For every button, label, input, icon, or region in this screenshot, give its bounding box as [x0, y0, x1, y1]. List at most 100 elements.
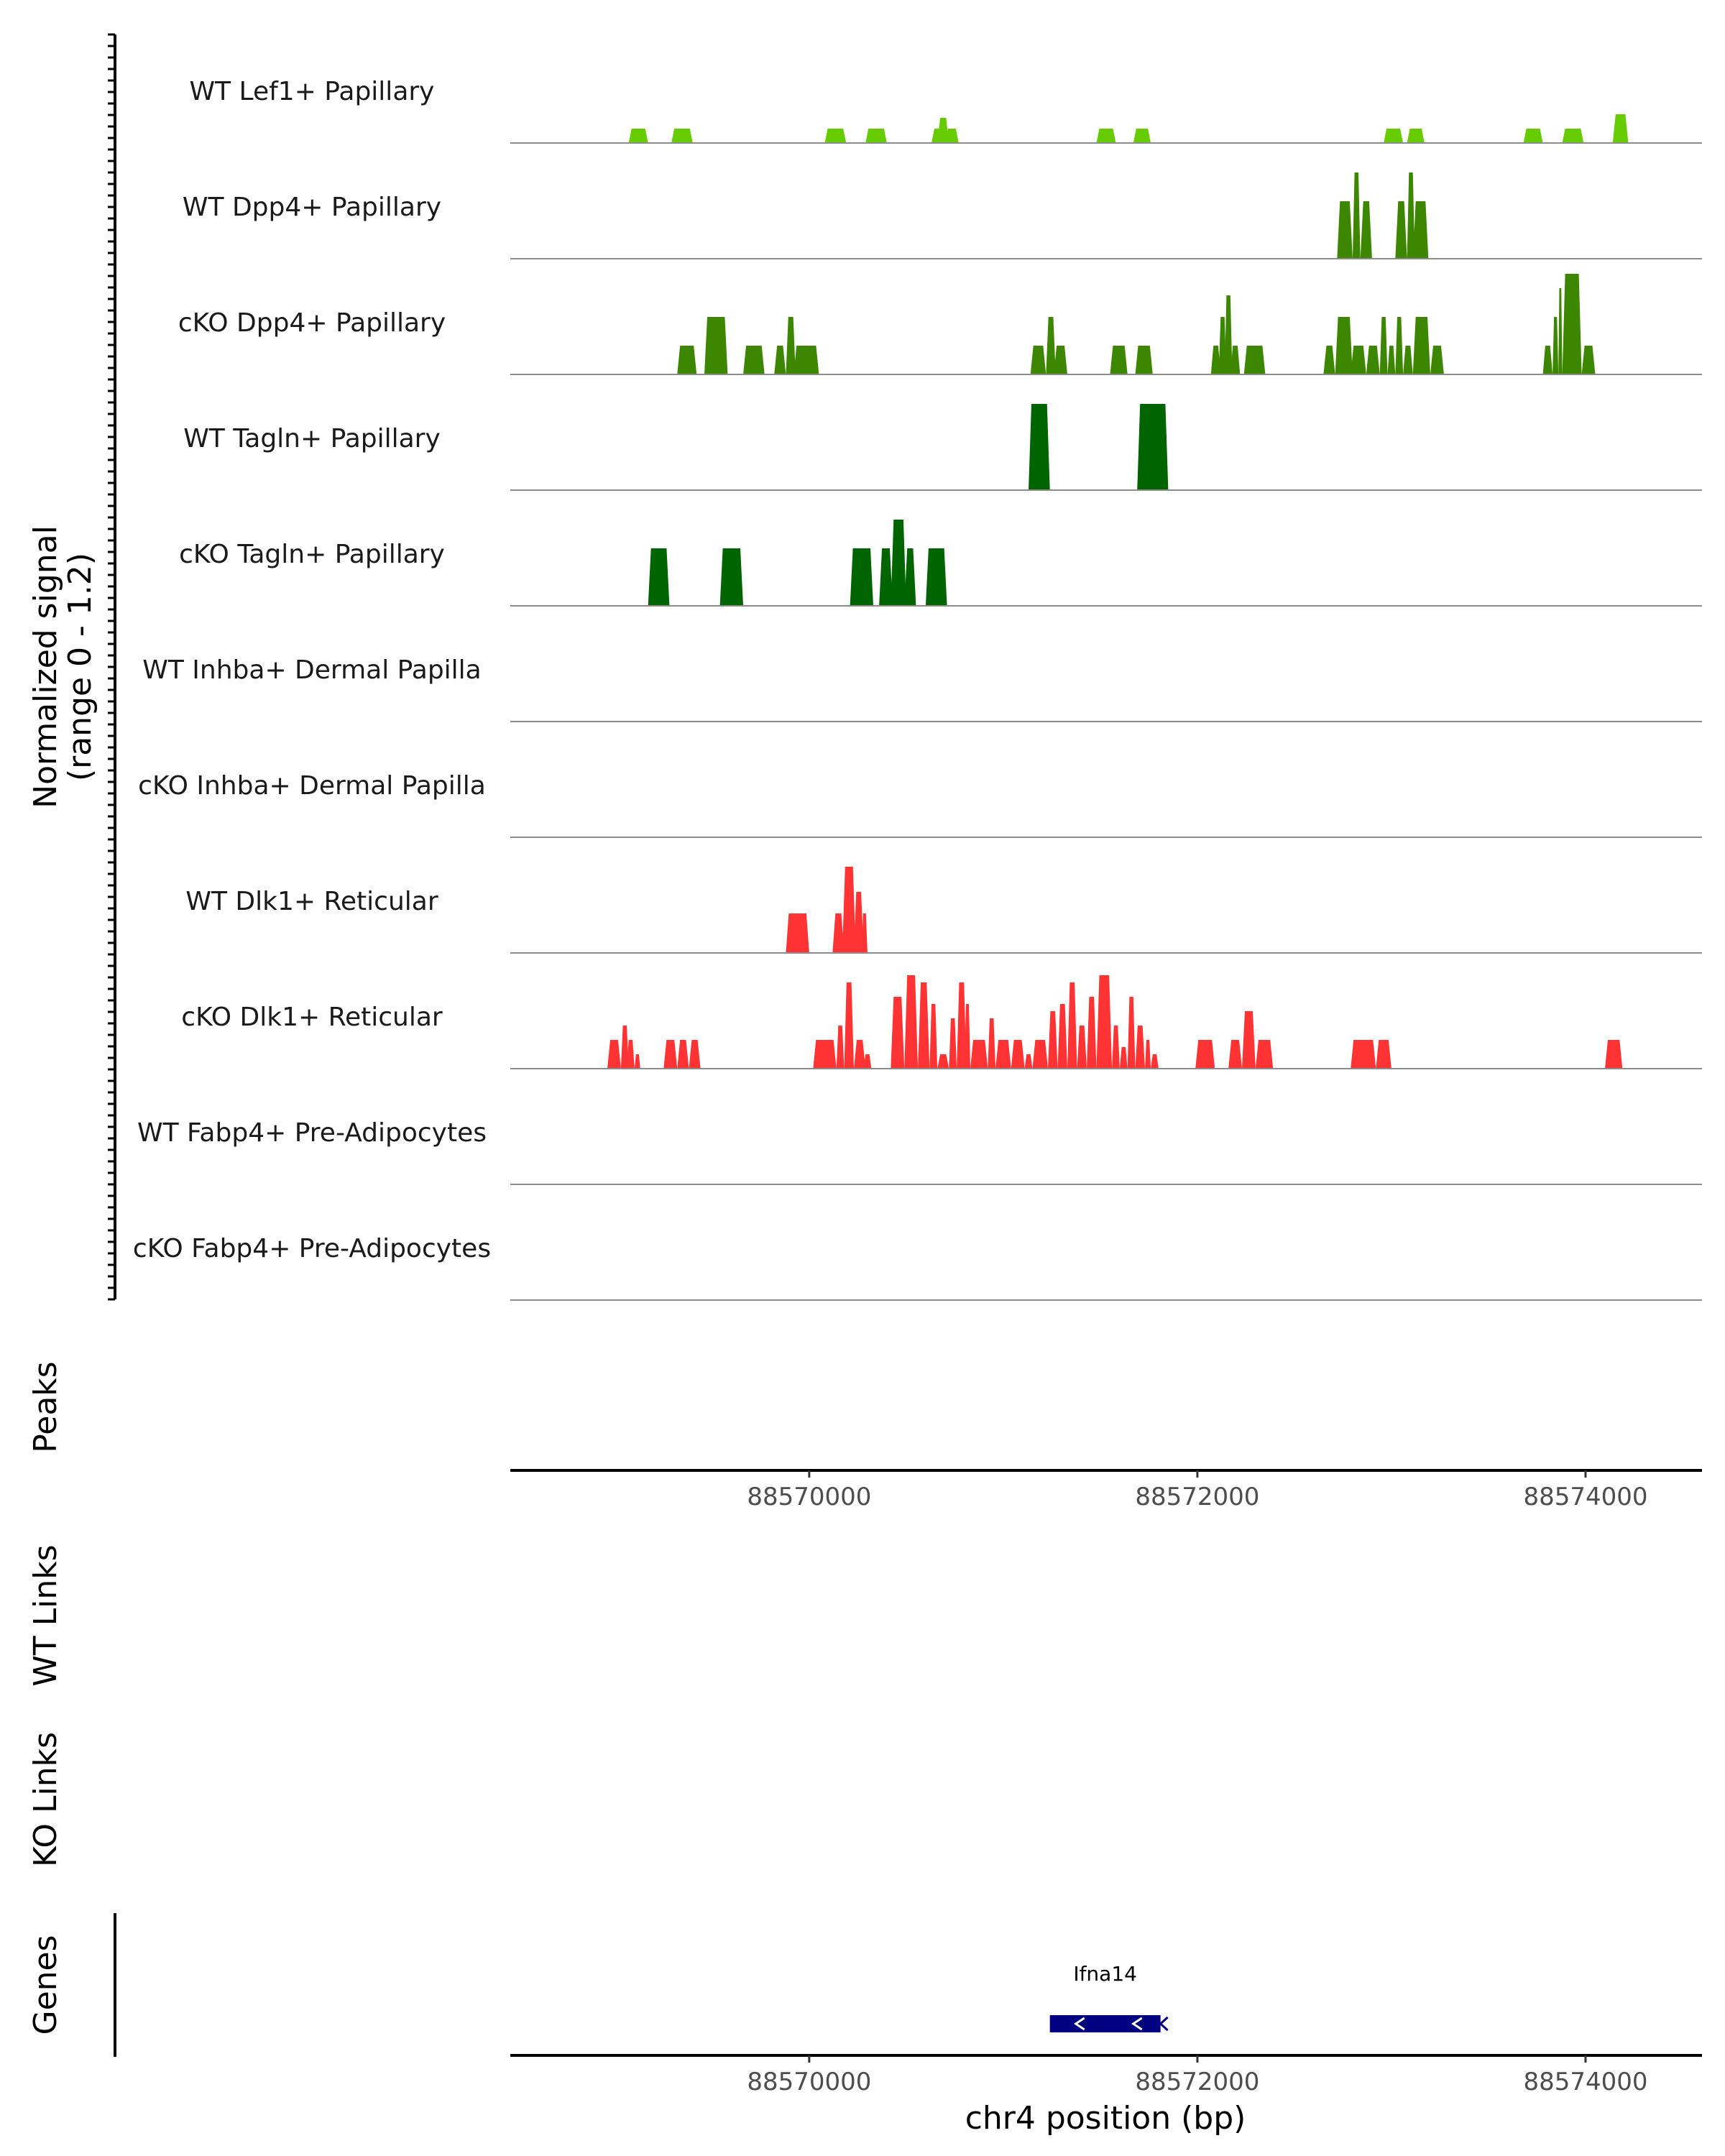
- signal-block: [1351, 346, 1366, 374]
- signal-block: [663, 1040, 678, 1069]
- track-11: cKO Fabp4+ Pre-Adipocytes: [133, 1234, 1702, 1301]
- signal-block: [628, 129, 648, 143]
- signal-block: [634, 1054, 640, 1069]
- signal-block: [1605, 1040, 1623, 1069]
- signal-block: [865, 129, 887, 143]
- gene-track: Ifna14: [1049, 1962, 1169, 2032]
- track-label: WT Fabp4+ Pre-Adipocytes: [137, 1118, 487, 1148]
- x-axis-title: chr4 position (bp): [965, 2100, 1246, 2137]
- signal-block: [743, 346, 765, 374]
- signal-block: [824, 129, 847, 143]
- track-9: cKO Dlk1+ Reticular: [181, 975, 1702, 1069]
- signal-block: [1054, 346, 1067, 374]
- signal-block: [1387, 346, 1396, 374]
- signal-block: [719, 548, 743, 606]
- signal-block: [929, 1004, 938, 1069]
- peaks-panel-label: Peaks: [27, 1361, 64, 1452]
- signal-block: [1360, 201, 1372, 259]
- signal-block: [1224, 295, 1233, 374]
- signal-block: [1057, 1004, 1067, 1069]
- ko-links-panel-label: KO Links: [27, 1732, 64, 1867]
- track-label: WT Lef1+ Papillary: [190, 77, 435, 106]
- x-tick-label: 88572000: [1135, 2068, 1259, 2096]
- signal-block: [1407, 172, 1415, 259]
- signal-block: [1230, 346, 1241, 374]
- x-tick-label: 88570000: [747, 1483, 871, 1511]
- signal-block: [957, 982, 967, 1069]
- signal-block: [1562, 274, 1582, 374]
- signal-block: [794, 346, 819, 374]
- signal-block: [879, 548, 893, 606]
- signal-block: [964, 1004, 970, 1069]
- signal-block: [988, 1018, 996, 1069]
- signal-block: [1087, 997, 1097, 1069]
- track-8: WT Dlk1+ Reticular: [185, 867, 1702, 954]
- signal-block: [1523, 129, 1543, 143]
- x-tick-label: 88570000: [747, 2068, 871, 2096]
- track-label: cKO Dpp4+ Papillary: [178, 308, 446, 338]
- signal-block: [995, 1040, 1011, 1069]
- signal-block: [842, 867, 856, 953]
- signal-block: [970, 1040, 988, 1069]
- signal-block: [786, 913, 809, 953]
- signal-block: [1119, 1047, 1128, 1069]
- signal-block: [1430, 346, 1444, 374]
- track-label: cKO Tagln+ Papillary: [179, 540, 445, 569]
- signal-block: [861, 913, 868, 953]
- signal-block: [1379, 317, 1388, 374]
- signal-block: [620, 1026, 629, 1069]
- track-3: cKO Dpp4+ Papillary: [178, 274, 1702, 375]
- signal-block: [1011, 1040, 1025, 1069]
- signal-block: [832, 913, 845, 953]
- track-2: WT Dpp4+ Papillary: [183, 172, 1702, 259]
- signal-block: [854, 892, 864, 953]
- signal-block: [1403, 346, 1413, 374]
- signal-block: [1112, 1026, 1120, 1069]
- track-label: cKO Dlk1+ Reticular: [181, 1003, 443, 1032]
- signal-block: [1558, 288, 1563, 374]
- signal-block: [1133, 129, 1151, 143]
- signal-block: [1335, 317, 1353, 374]
- coverage-tracks: WT Lef1+ Papillary WT Dpp4+ Papillary cKO …: [133, 77, 1702, 1301]
- track-7: cKO Inhba+ Dermal Papilla: [138, 771, 1702, 838]
- signal-block: [854, 1040, 866, 1069]
- signal-block: [786, 317, 796, 374]
- signal-block: [1323, 346, 1335, 374]
- signal-block: [949, 1018, 957, 1069]
- signal-block: [627, 1040, 635, 1069]
- signal-block: [1096, 129, 1116, 143]
- signal-block: [1046, 317, 1056, 374]
- signal-block: [1127, 997, 1136, 1069]
- signal-block: [891, 520, 906, 606]
- gene-strand-arrow: [1131, 2017, 1143, 2031]
- signal-block: [904, 548, 916, 606]
- peaks-x-axis: 88570000 88572000 88574000: [747, 1470, 1648, 1511]
- signal-block: [1542, 346, 1553, 374]
- signal-block: [1366, 346, 1380, 374]
- signal-block: [689, 1040, 701, 1069]
- signal-block: [925, 548, 947, 606]
- coverage-y-axis-ticks: [108, 33, 115, 1301]
- signal-block: [937, 118, 949, 143]
- signal-block: [1395, 201, 1407, 259]
- signal-block: [1218, 317, 1227, 374]
- signal-block: [1110, 346, 1128, 374]
- signal-block: [1067, 982, 1077, 1069]
- signal-block: [774, 346, 786, 374]
- x-tick-label: 88574000: [1523, 1483, 1647, 1511]
- signal-block: [1351, 1040, 1376, 1069]
- signal-block: [1024, 1054, 1033, 1069]
- signal-block: [1137, 404, 1169, 490]
- signal-block: [937, 1054, 949, 1069]
- signal-block: [1030, 346, 1046, 374]
- x-tick-label: 88574000: [1523, 2068, 1647, 2096]
- signal-block: [1612, 114, 1629, 143]
- signal-block: [1407, 129, 1425, 143]
- track-10: WT Fabp4+ Pre-Adipocytes: [137, 1118, 1702, 1185]
- signal-block: [1145, 1040, 1151, 1069]
- track-label: WT Dpp4+ Papillary: [183, 193, 441, 222]
- signal-block: [1581, 346, 1596, 374]
- signal-block: [607, 1040, 621, 1069]
- gene-exon: [1049, 2015, 1161, 2032]
